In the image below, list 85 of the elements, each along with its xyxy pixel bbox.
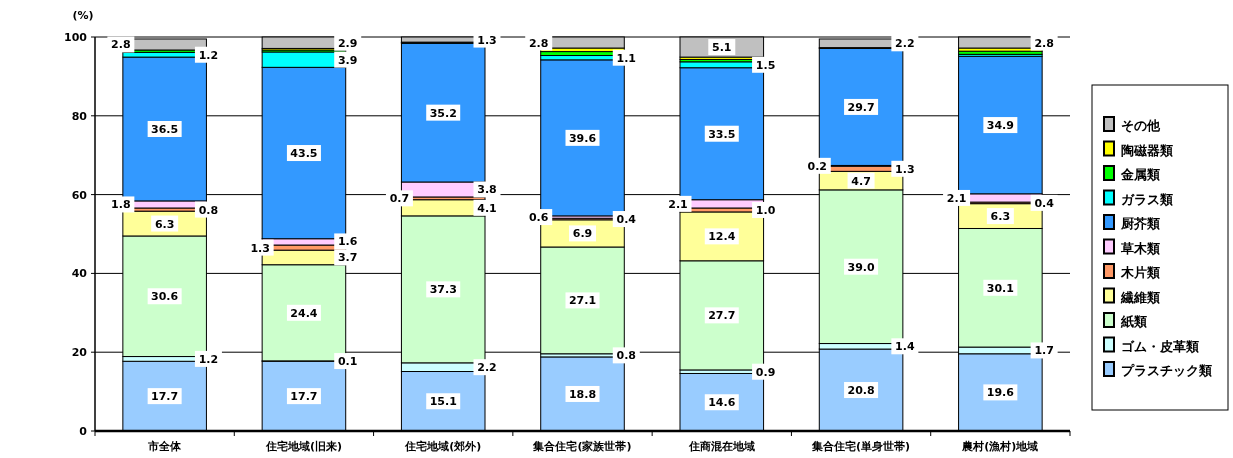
x-tick-label: 集合住宅(家族世帯) <box>532 440 632 453</box>
data-label: 2.2 <box>895 37 915 51</box>
data-label: 35.2 <box>429 106 457 120</box>
data-label: 2.1 <box>946 191 967 205</box>
data-label: 1.5 <box>755 58 776 72</box>
data-label: 1.3 <box>477 33 497 47</box>
data-label: 0.6 <box>528 211 549 225</box>
x-tick-label: 集合住宅(単身世帯) <box>811 440 911 453</box>
data-label: 6.3 <box>990 210 1011 224</box>
data-label: 1.7 <box>1034 344 1054 358</box>
data-label: 0.2 <box>807 159 828 173</box>
data-label: 1.2 <box>198 352 219 366</box>
data-label: 12.4 <box>708 230 736 244</box>
data-label: 2.8 <box>111 38 131 52</box>
legend-label: 金属類 <box>1120 167 1160 182</box>
data-label: 0.4 <box>1034 196 1055 210</box>
data-label: 1.3 <box>250 241 270 255</box>
data-label: 2.1 <box>668 197 688 211</box>
legend-label: 木片類 <box>1120 265 1160 280</box>
data-label: 14.6 <box>708 396 736 410</box>
data-label: 6.9 <box>572 227 593 241</box>
data-label: 30.1 <box>986 281 1014 295</box>
data-label: 30.6 <box>151 290 179 304</box>
data-label: 1.6 <box>337 235 358 249</box>
y-axis-title: (%) <box>72 9 94 22</box>
data-label: 37.3 <box>429 283 457 297</box>
data-label: 3.8 <box>477 183 497 197</box>
legend-label: 草木類 <box>1120 240 1160 256</box>
legend-label: ガラス類 <box>1121 191 1173 207</box>
data-label: 0.1 <box>337 355 358 369</box>
legend-label: 紙類 <box>1120 314 1147 329</box>
data-label: 3.9 <box>337 53 358 67</box>
data-label: 1.4 <box>895 340 915 354</box>
data-label: 4.7 <box>851 174 871 188</box>
data-label: 39.6 <box>568 131 597 145</box>
data-label: 29.7 <box>847 100 875 114</box>
data-label: 20.8 <box>847 384 875 398</box>
y-tick-label: 80 <box>71 109 88 123</box>
data-label: 0.9 <box>755 365 776 379</box>
data-label: 27.7 <box>708 309 736 323</box>
data-label: 4.1 <box>477 201 497 215</box>
legend-label: その他 <box>1121 118 1161 133</box>
x-tick-label: 住宅地域(旧来) <box>264 440 342 453</box>
data-label: 27.1 <box>568 294 597 308</box>
data-label: 3.7 <box>337 251 358 265</box>
y-tick-label: 40 <box>71 267 88 281</box>
data-label: 2.8 <box>528 36 549 50</box>
legend-label: 繊維類 <box>1120 289 1160 305</box>
data-label: 17.7 <box>151 390 179 404</box>
data-label: 19.6 <box>986 386 1015 400</box>
data-label: 1.8 <box>111 198 131 212</box>
data-label: 1.0 <box>755 203 776 217</box>
data-label: 0.8 <box>198 203 219 217</box>
data-label: 0.4 <box>616 213 637 227</box>
data-label: 24.4 <box>290 306 318 320</box>
data-label: 2.8 <box>1034 36 1054 50</box>
x-tick-label: 住宅地域(郊外) <box>404 440 482 453</box>
legend-label: プラスチック類 <box>1121 363 1212 378</box>
data-label: 6.3 <box>154 217 175 231</box>
data-label: 1.3 <box>895 162 915 176</box>
data-label: 0.8 <box>616 349 637 363</box>
data-label: 39.0 <box>847 260 875 274</box>
data-label: 33.5 <box>708 127 736 141</box>
x-tick-label: 農村(漁村)地域 <box>961 440 1039 453</box>
data-label: 5.1 <box>712 41 732 55</box>
data-label: 43.5 <box>290 147 318 161</box>
data-label: 36.5 <box>151 123 179 136</box>
legend-label: ゴム・皮革類 <box>1121 338 1199 354</box>
data-label: 18.8 <box>568 387 597 401</box>
data-label: 2.9 <box>337 36 358 50</box>
data-label: 1.1 <box>616 51 637 65</box>
legend-label: 陶磁器類 <box>1121 142 1173 158</box>
x-tick-label: 住商混在地域 <box>687 440 755 453</box>
data-label: 0.7 <box>389 192 410 206</box>
x-tick-label: 市全体 <box>147 440 183 453</box>
data-label: 34.9 <box>986 119 1014 133</box>
data-label: 17.7 <box>290 390 318 404</box>
legend-label: 厨芥類 <box>1120 216 1160 231</box>
data-label: 15.1 <box>429 395 457 409</box>
y-tick-label: 0 <box>79 425 88 438</box>
y-tick-label: 20 <box>71 346 88 360</box>
data-label: 2.2 <box>477 361 497 375</box>
data-label: 1.2 <box>198 48 219 62</box>
y-tick-label: 60 <box>71 188 88 202</box>
y-tick-label: 100 <box>64 31 88 44</box>
